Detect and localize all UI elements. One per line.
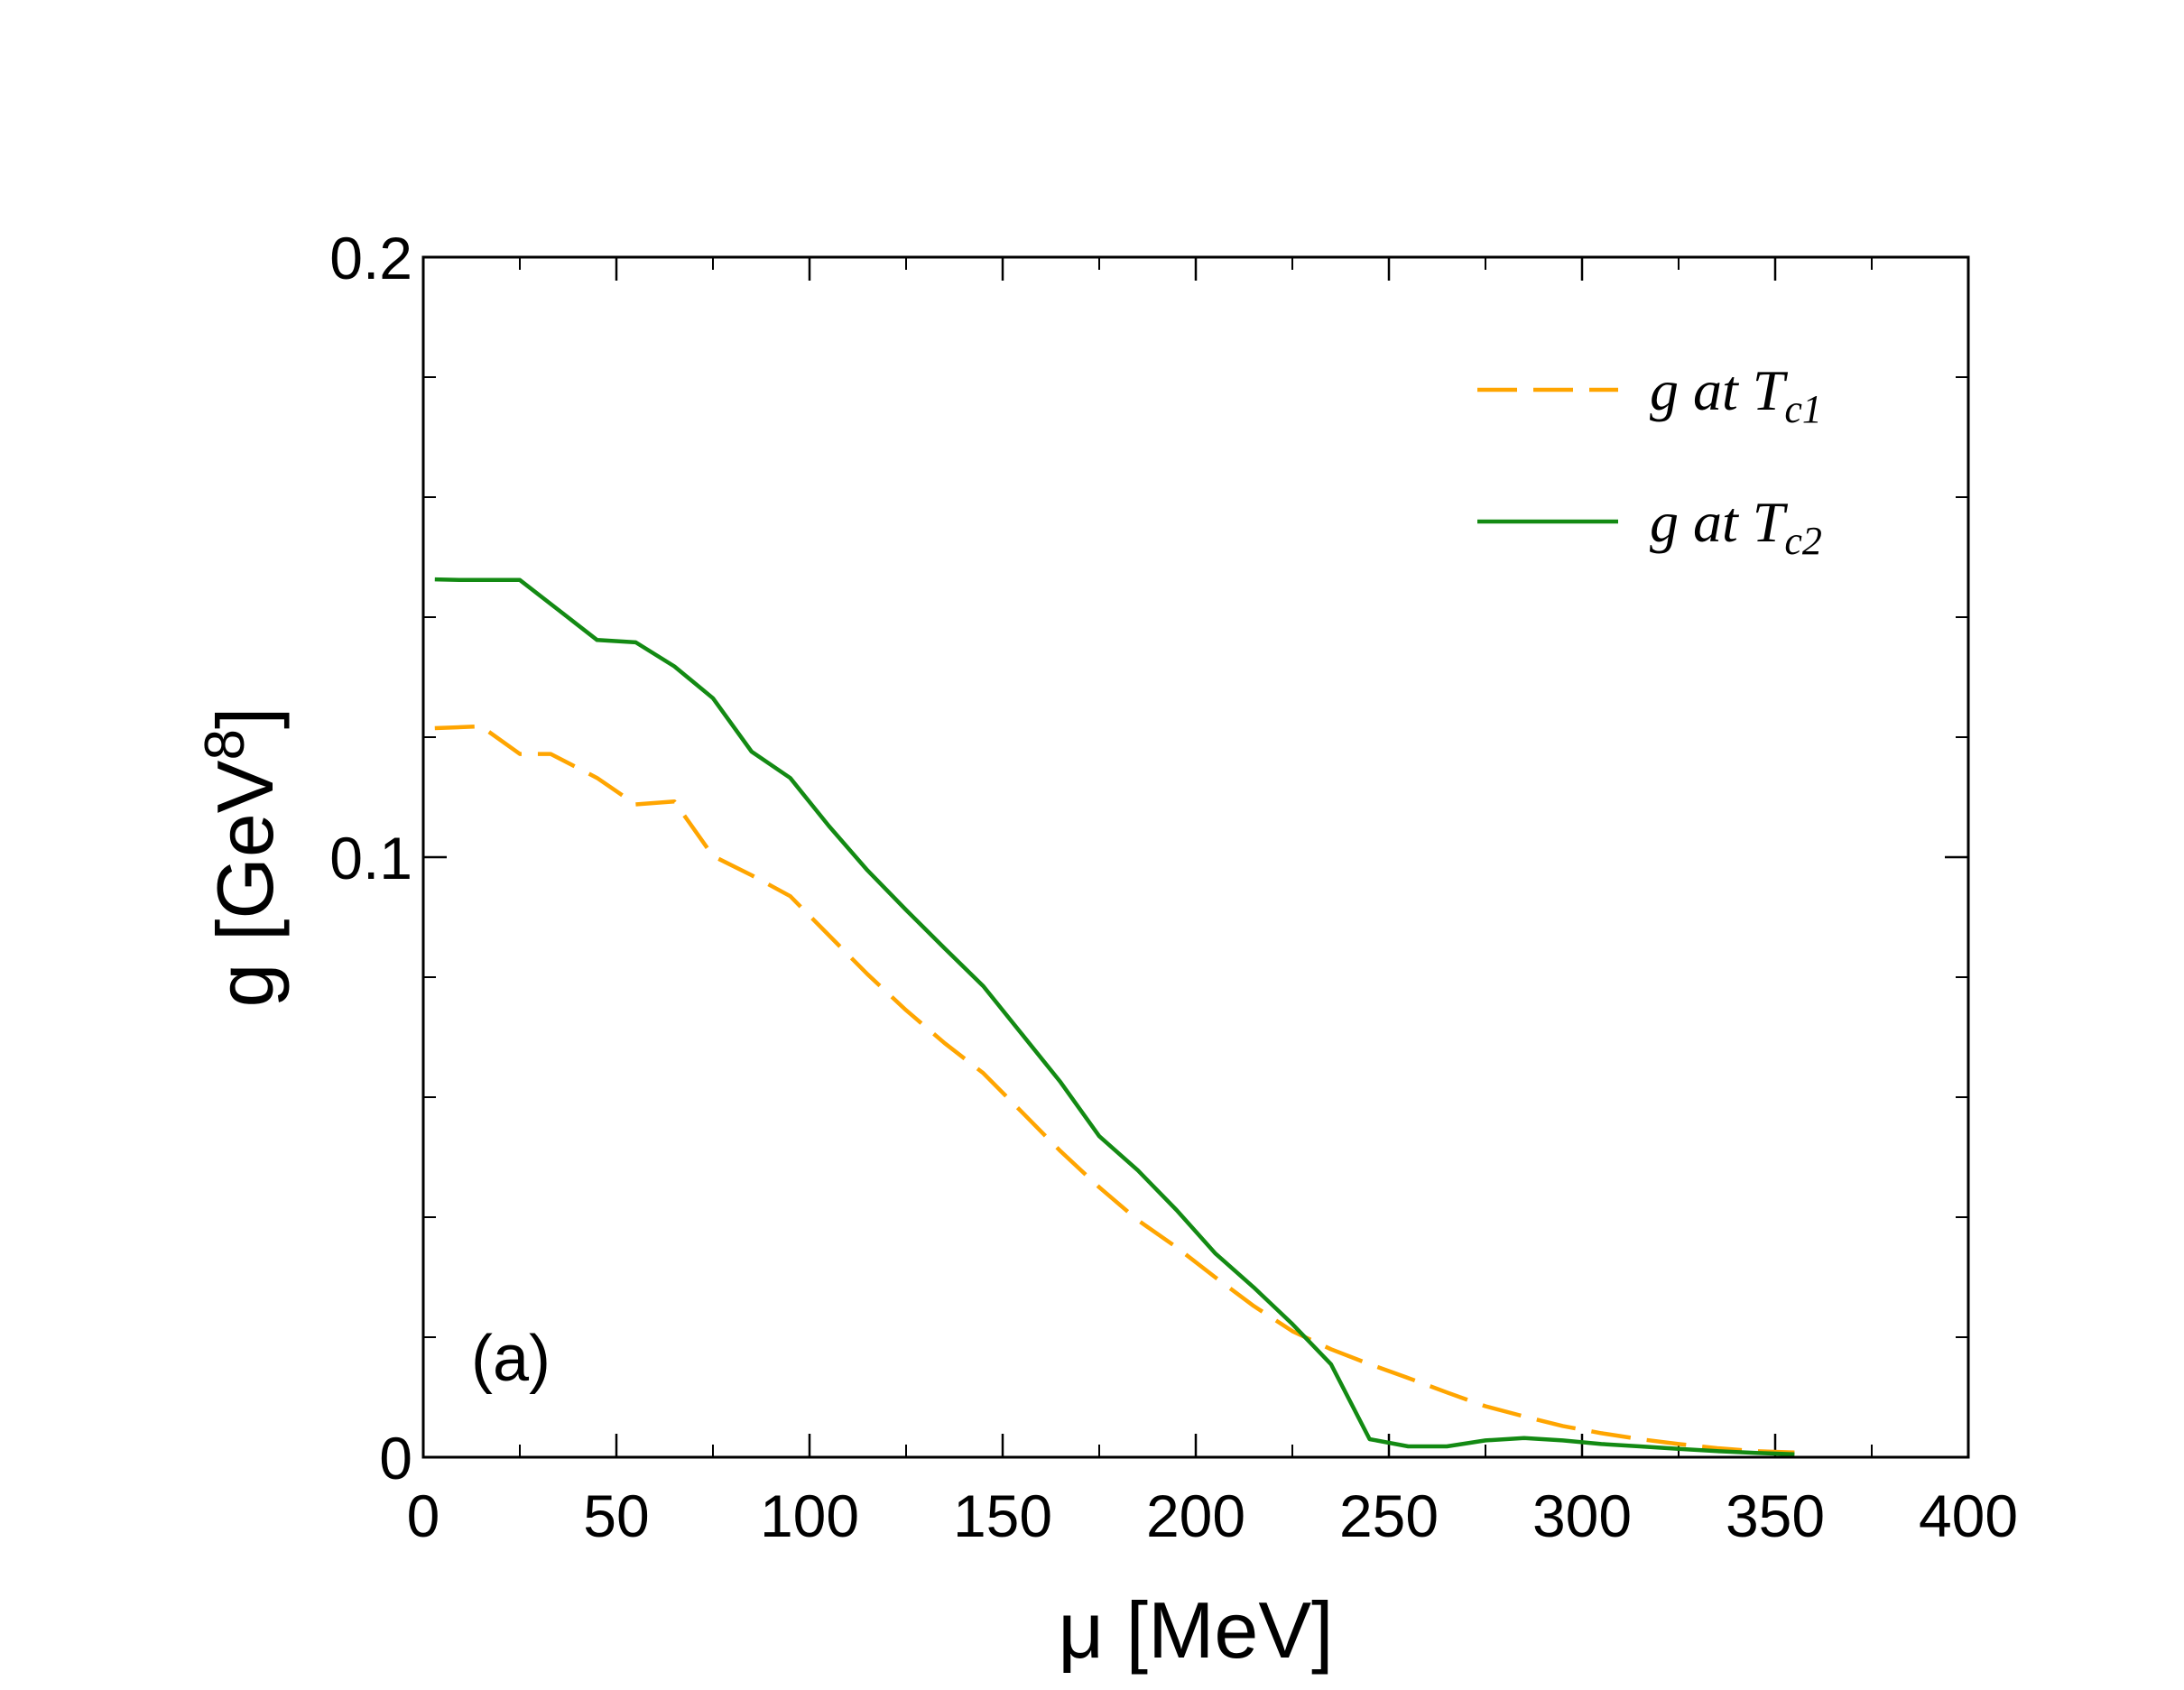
x-tick-label: 150 (953, 1482, 1052, 1549)
y-tick-label: 0 (379, 1425, 412, 1491)
y-tick-label: 0.2 (329, 225, 412, 291)
series-line-c2 (434, 577, 1795, 1456)
legend-subscript-tc1: c1 (1784, 387, 1822, 431)
x-tick-labels: 0 50 100 150 200 250 300 350 400 (407, 1482, 2018, 1549)
y-axis-title-main: g [GeV (200, 760, 290, 1007)
legend-entry-tc2: g at Tc2 (1650, 490, 1822, 563)
x-tick-label: 100 (760, 1482, 859, 1549)
legend-entry-tc1: g at Tc1 (1650, 358, 1822, 431)
x-tick-label: 400 (1919, 1482, 2018, 1549)
legend: g at Tc1 g at Tc2 (1477, 358, 1822, 563)
y-tick-label: 0.1 (329, 825, 412, 891)
x-tick-label: 0 (407, 1482, 440, 1549)
legend-subscript-tc2: c2 (1784, 519, 1822, 563)
legend-label-tc2: g at T (1650, 490, 1789, 554)
x-tick-label: 350 (1726, 1482, 1825, 1549)
plot-frame (421, 255, 1970, 1459)
series-layer (434, 577, 1795, 1456)
y-axis-title: g [GeV8] (194, 707, 290, 1008)
x-tick-label: 250 (1339, 1482, 1439, 1549)
series-line-c1 (434, 724, 1795, 1455)
x-tick-label: 300 (1532, 1482, 1632, 1549)
legend-label-tc1: g at T (1650, 358, 1789, 422)
y-tick-labels: 0 0.1 0.2 (329, 225, 412, 1491)
y-axis-title-superscript: 8 (194, 729, 256, 760)
x-tick-label: 50 (583, 1482, 649, 1549)
y-axis-title-close: ] (200, 707, 290, 729)
minor-ticks (423, 257, 1968, 1457)
panel-label: (a) (471, 1323, 551, 1395)
x-axis-title: μ [MeV] (1059, 1585, 1334, 1675)
x-tick-label: 200 (1146, 1482, 1245, 1549)
